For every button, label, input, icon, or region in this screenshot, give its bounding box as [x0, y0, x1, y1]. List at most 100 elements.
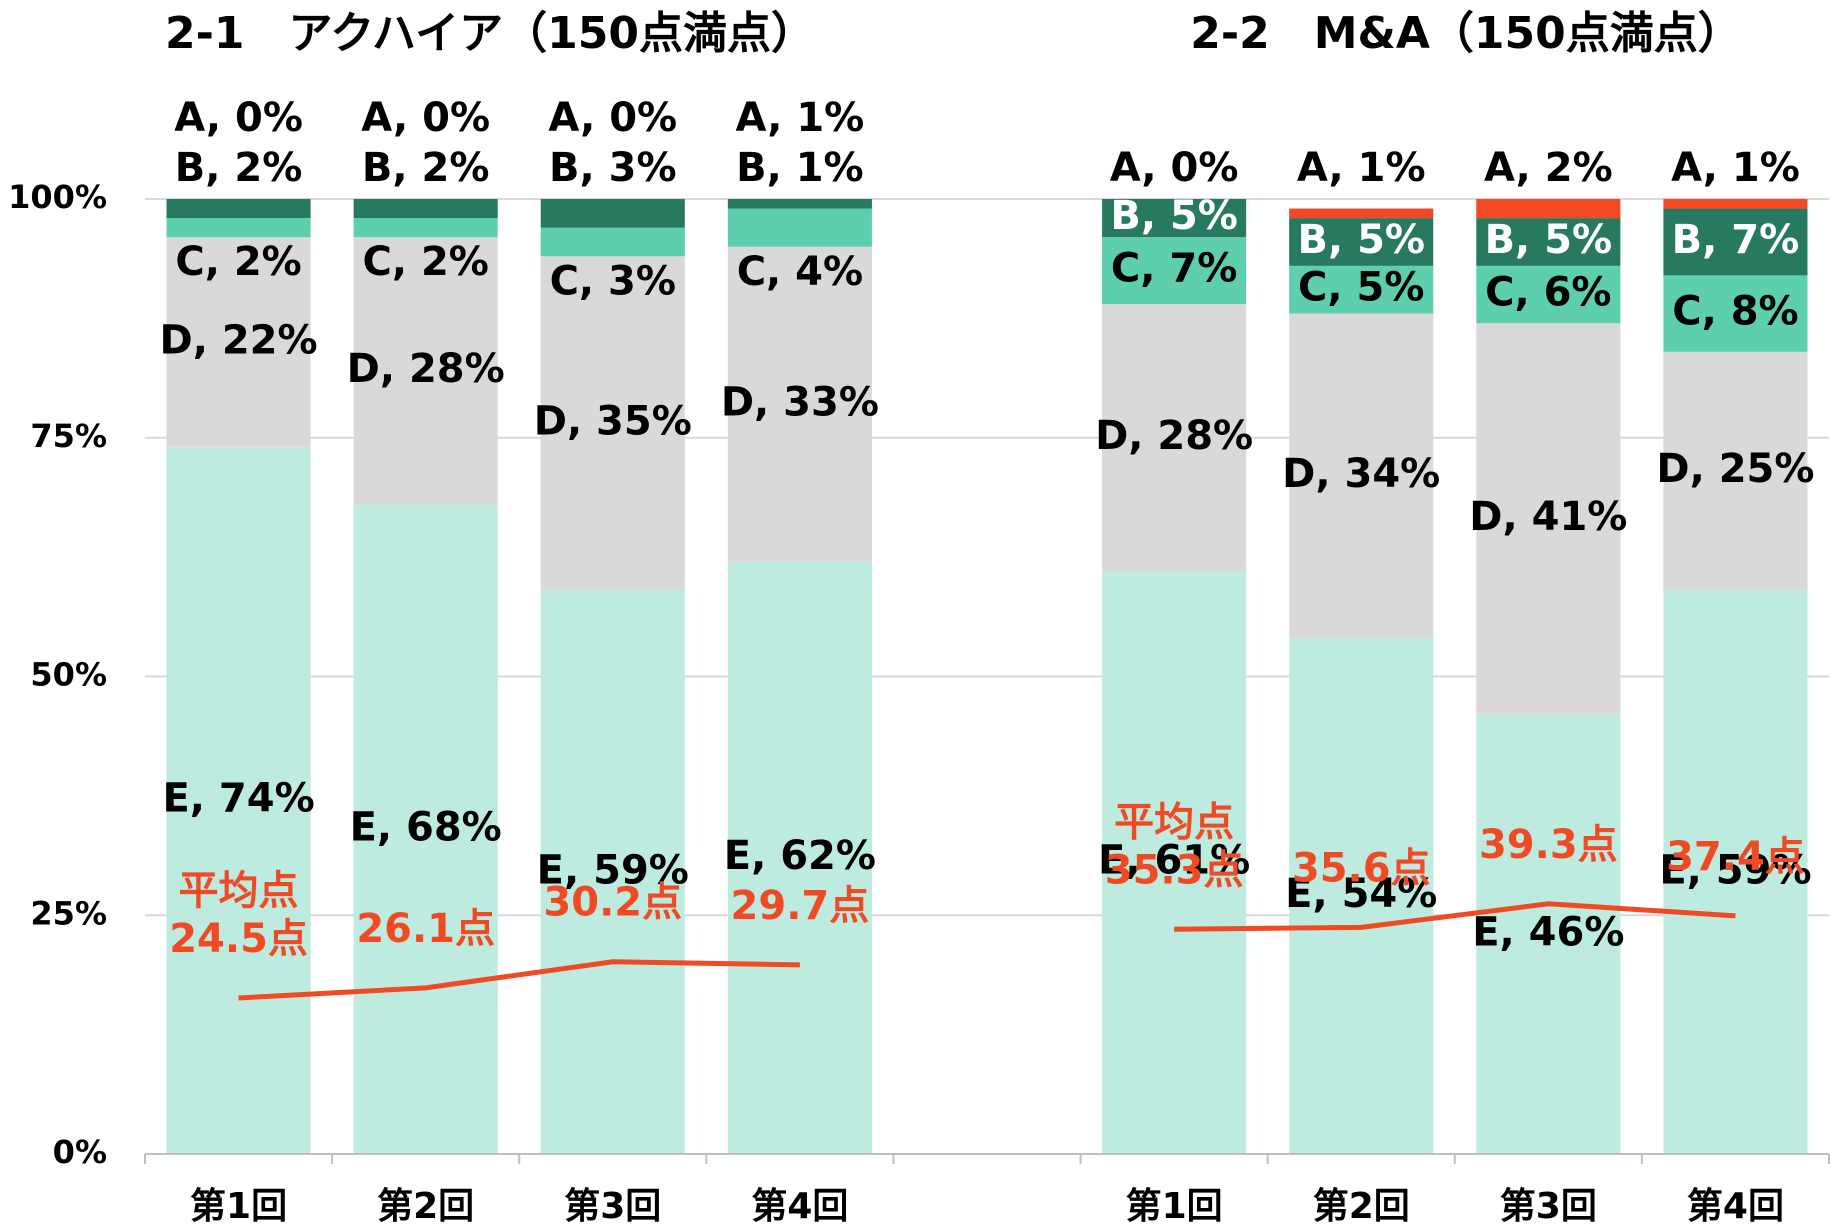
bar-segment — [166, 447, 311, 1154]
data-label: D, 22% — [160, 317, 318, 363]
bar-segment — [1476, 199, 1621, 219]
bar-segment — [1289, 313, 1434, 639]
bar-segment — [1289, 638, 1434, 1154]
data-label: D, 41% — [1469, 494, 1627, 540]
chart-title: 2-1 アクハイア（150点満点） — [165, 8, 815, 59]
data-label: D, 34% — [1282, 451, 1440, 497]
data-label: A, 0% — [174, 95, 303, 141]
bar-segment — [1476, 323, 1621, 715]
data-label: B, 1% — [736, 145, 864, 191]
bar-segment — [727, 199, 872, 209]
bar-segment — [353, 504, 498, 1155]
data-label: A, 0% — [548, 95, 677, 141]
data-label: E, 59% — [537, 847, 689, 893]
y-tick-label: 50% — [30, 656, 107, 694]
data-label: A, 1% — [736, 95, 865, 141]
x-tick-label: 第2回 — [377, 1186, 474, 1227]
bar-segment — [1663, 208, 1808, 276]
data-label: A, 0% — [361, 95, 490, 141]
bar-segment — [1289, 208, 1434, 219]
bar-segment — [727, 246, 872, 562]
x-tick-label: 第4回 — [751, 1186, 848, 1227]
data-label: A, 2% — [1484, 145, 1613, 191]
data-label: D, 33% — [721, 379, 879, 425]
line-label: 30.2点 — [543, 880, 682, 926]
bar-segment — [353, 218, 498, 238]
bar-segment — [1663, 590, 1808, 1154]
data-label: A, 1% — [1671, 145, 1800, 191]
bar-segment — [353, 199, 498, 219]
y-tick-label: 0% — [53, 1133, 107, 1171]
bar-segment — [1102, 199, 1247, 238]
bar-segment — [727, 208, 872, 247]
bar-segment — [166, 218, 311, 238]
bar-segment — [1663, 351, 1808, 591]
bar-segment — [727, 561, 872, 1154]
line-label: 35.3点 — [1105, 847, 1244, 893]
data-label: A, 0% — [1110, 145, 1239, 191]
data-label: C, 2% — [362, 239, 488, 285]
x-tick-label: 第1回 — [190, 1186, 287, 1227]
average-line — [238, 901, 1736, 1001]
y-tick-label: 25% — [30, 894, 107, 932]
bar-segment — [540, 256, 685, 591]
bar-segment — [540, 199, 685, 228]
data-label: C, 6% — [1485, 270, 1611, 316]
bar-segment — [1289, 218, 1434, 266]
data-label: E, 54% — [1285, 871, 1437, 917]
bar-segment — [166, 199, 311, 219]
bar-segment — [1476, 714, 1621, 1154]
data-label: B, 2% — [362, 145, 490, 191]
x-tick-label: 第3回 — [564, 1186, 661, 1227]
data-label: B, 5% — [1110, 193, 1238, 239]
x-tick-label: 第1回 — [1126, 1186, 1223, 1227]
data-label: E, 61% — [1098, 838, 1250, 884]
data-label: E, 59% — [1659, 847, 1811, 893]
data-label: D, 28% — [1095, 413, 1253, 459]
chart-title: 2-2 M&A（150点満点） — [1190, 8, 1742, 59]
data-label: C, 7% — [1111, 246, 1237, 292]
data-label: E, 46% — [1472, 909, 1624, 955]
bar-segment — [1102, 237, 1247, 305]
data-label: D, 35% — [534, 398, 692, 444]
data-label: B, 5% — [1297, 217, 1425, 263]
bar-segment — [1663, 275, 1808, 352]
bar-segment — [353, 237, 498, 505]
data-label: E, 62% — [724, 833, 876, 879]
data-label: B, 7% — [1672, 217, 1800, 263]
x-tick-label: 第2回 — [1313, 1186, 1410, 1227]
data-label: B, 2% — [175, 145, 303, 191]
y-tick-label: 100% — [8, 178, 107, 216]
bar-segment — [540, 590, 685, 1154]
line-label: 37.4点 — [1666, 834, 1805, 880]
y-tick-label: 75% — [30, 417, 107, 455]
line-label: 39.3点 — [1479, 822, 1618, 868]
data-label: D, 28% — [347, 346, 505, 392]
data-label: C, 5% — [1298, 265, 1424, 311]
line-name: 平均点 — [1114, 799, 1234, 845]
bar-segment — [1476, 265, 1621, 324]
data-label: B, 3% — [549, 145, 677, 191]
bar-segment — [1102, 571, 1247, 1154]
data-label: C, 4% — [737, 249, 863, 295]
line-label: 26.1点 — [356, 906, 495, 952]
data-label: C, 8% — [1672, 289, 1798, 335]
x-tick-label: 第4回 — [1687, 1186, 1784, 1227]
bar-segment — [1476, 218, 1621, 266]
data-label: A, 1% — [1297, 145, 1426, 191]
data-label: E, 68% — [350, 804, 502, 850]
bar-segment — [1289, 265, 1434, 314]
data-label: C, 3% — [550, 258, 676, 304]
line-label: 24.5点 — [169, 916, 308, 962]
data-label: D, 25% — [1656, 446, 1814, 492]
data-label: B, 5% — [1485, 217, 1613, 263]
bar-segment — [540, 227, 685, 257]
line-label: 29.7点 — [731, 883, 870, 929]
bar-segment — [1102, 304, 1247, 572]
line-label: 35.6点 — [1292, 845, 1431, 891]
bar-segment — [1663, 199, 1808, 209]
data-label: E, 74% — [162, 776, 314, 822]
bar-segment — [166, 237, 311, 448]
line-name: 平均点 — [179, 868, 299, 914]
